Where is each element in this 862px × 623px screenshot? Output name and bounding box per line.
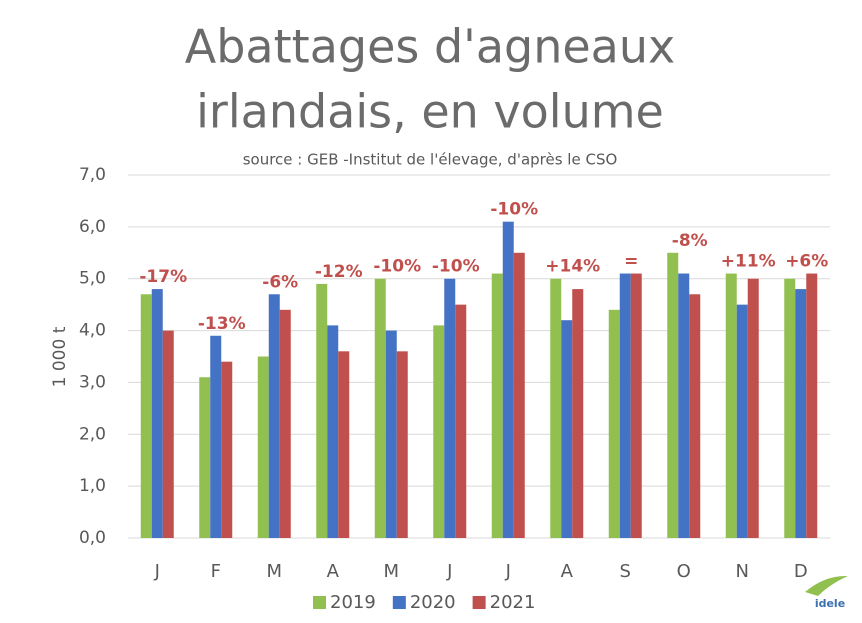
x-tick-label: A [561, 561, 574, 582]
y-tick-label: 7,0 [79, 165, 106, 185]
bar [608, 309, 620, 538]
chart-title: Abattages d'agneaux [185, 20, 675, 74]
bar [444, 278, 456, 538]
x-tick-label: J [446, 561, 452, 582]
annotation: +14% [545, 257, 600, 277]
annotation: -13% [198, 314, 246, 334]
bar [151, 289, 163, 538]
bar [327, 325, 339, 538]
x-tick-label: J [154, 561, 160, 582]
x-tick-label: O [677, 561, 691, 582]
bar [316, 283, 328, 538]
logo-swoosh [805, 575, 848, 596]
x-tick-label: M [266, 561, 282, 582]
y-tick-label: 5,0 [79, 269, 106, 289]
bar [572, 289, 584, 538]
bar [385, 330, 397, 538]
x-tick-label: A [327, 561, 340, 582]
annotation: = [624, 252, 638, 272]
logo-text: idele [815, 597, 845, 610]
legend-swatch [472, 596, 486, 609]
bar [747, 278, 759, 538]
bar [806, 273, 818, 538]
bar [619, 273, 631, 538]
x-tick-label: M [383, 561, 399, 582]
bar [257, 356, 269, 538]
annotation: -8% [672, 231, 708, 251]
y-tick-label: 6,0 [79, 217, 106, 237]
legend-swatch [392, 596, 406, 609]
annotation: -10% [432, 257, 480, 277]
bar [678, 273, 690, 538]
bar [268, 294, 280, 538]
annotation: +6% [785, 252, 828, 272]
y-tick-label: 4,0 [79, 321, 106, 341]
bar [630, 273, 642, 538]
bar [396, 351, 408, 538]
annotation: +11% [721, 252, 776, 272]
legend-label: 2019 [330, 592, 376, 613]
bar [338, 351, 350, 538]
logo: idele [805, 575, 848, 610]
bar [210, 335, 222, 538]
x-tick-label: N [736, 561, 749, 582]
bar [433, 325, 445, 538]
bar [374, 278, 386, 538]
bar [725, 273, 737, 538]
chart-title: irlandais, en volume [196, 85, 664, 139]
x-tick-label: F [211, 561, 221, 582]
bar [279, 309, 291, 538]
bar [491, 273, 503, 538]
x-tick-label: S [620, 561, 631, 582]
annotation: -12% [315, 262, 363, 282]
bar [199, 377, 211, 538]
y-tick-label: 0,0 [79, 528, 106, 548]
bar [795, 289, 807, 538]
legend-swatch [313, 596, 326, 609]
bar [455, 304, 467, 538]
y-tick-label: 2,0 [79, 424, 106, 444]
annotation: -10% [490, 200, 538, 220]
legend-label: 2021 [490, 592, 536, 613]
y-tick-label: 1,0 [79, 476, 106, 496]
x-tick-label: D [794, 561, 808, 582]
bar [550, 278, 562, 538]
bar [502, 221, 514, 538]
bar [689, 294, 701, 538]
y-axis-label: 1 000 t [50, 326, 70, 387]
annotation: -10% [373, 257, 421, 277]
bar [561, 320, 573, 538]
x-tick-label: J [505, 561, 511, 582]
chart-subtitle: source : GEB -Institut de l'élevage, d'a… [243, 151, 618, 169]
bar [667, 252, 679, 539]
bar [221, 361, 233, 538]
annotation: -17% [139, 267, 187, 287]
bar [140, 294, 152, 538]
bar [784, 278, 796, 538]
legend-label: 2020 [410, 592, 456, 613]
bar [513, 252, 525, 539]
annotation: -6% [262, 272, 298, 292]
y-tick-label: 3,0 [79, 372, 106, 392]
bar [162, 330, 174, 538]
bar [736, 304, 748, 538]
